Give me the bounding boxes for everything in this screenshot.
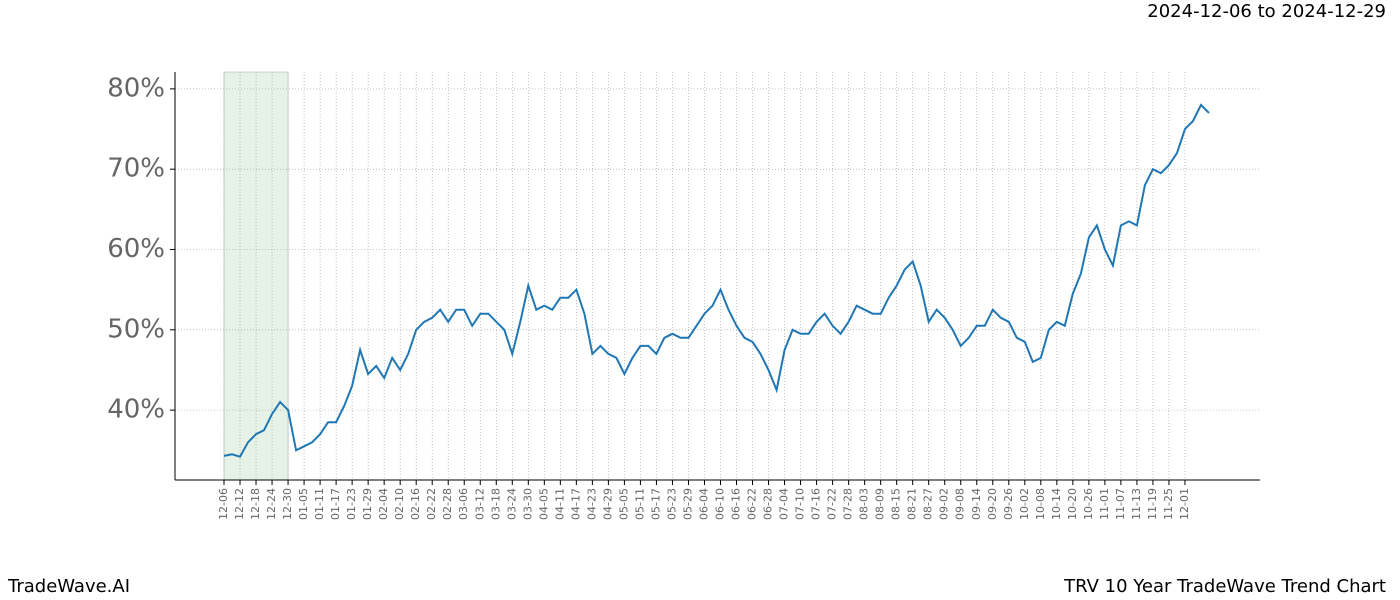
- x-tick-label: 08-21: [906, 488, 919, 520]
- x-tick-label: 11-13: [1130, 488, 1143, 520]
- x-tick-label: 09-14: [970, 488, 983, 520]
- x-tick-label: 04-23: [585, 488, 598, 520]
- x-tick-label: 06-22: [746, 488, 759, 520]
- brand: TradeWave.AI: [7, 576, 130, 597]
- x-tick-label: 10-26: [1082, 488, 1095, 520]
- x-tick-label: 07-28: [842, 488, 855, 520]
- x-tick-label: 09-26: [1002, 488, 1015, 520]
- x-tick-label: 11-25: [1162, 488, 1175, 520]
- x-tick-label: 05-05: [617, 488, 630, 520]
- x-tick-label: 06-10: [713, 488, 726, 520]
- x-tick-label: 04-29: [601, 488, 614, 520]
- x-tick-label: 12-06: [217, 488, 230, 520]
- x-tick-label: 12-01: [1178, 488, 1191, 520]
- x-tick-label: 01-17: [329, 488, 342, 520]
- x-tick-label: 10-20: [1066, 488, 1079, 520]
- x-tick-label: 08-03: [858, 488, 871, 520]
- x-tick-label: 03-30: [521, 488, 534, 520]
- x-tick-label: 04-17: [569, 488, 582, 520]
- x-tick-label: 02-16: [409, 488, 422, 520]
- y-tick-label: 40%: [107, 395, 165, 425]
- x-tick-label: 12-18: [249, 488, 262, 520]
- x-tick-label: 02-04: [377, 488, 390, 520]
- x-tick-label: 10-08: [1034, 488, 1047, 520]
- x-tick-label: 11-01: [1098, 488, 1111, 520]
- x-tick-label: 01-05: [297, 488, 310, 520]
- x-tick-label: 03-24: [505, 488, 518, 520]
- x-tick-label: 05-11: [633, 488, 646, 520]
- y-tick-label: 80%: [107, 73, 165, 103]
- x-tick-label: 04-11: [553, 488, 566, 520]
- x-tick-label: 08-09: [874, 488, 887, 520]
- x-tick-label: 01-23: [345, 488, 358, 520]
- x-tick-label: 12-24: [265, 488, 278, 520]
- trend-line: [223, 103, 1210, 458]
- x-tick-label: 06-28: [762, 488, 775, 520]
- x-tick-label: 02-28: [441, 488, 454, 520]
- x-tick-label: 02-10: [393, 488, 406, 520]
- x-tick-label: 03-18: [489, 488, 502, 520]
- x-tick-label: 02-22: [425, 488, 438, 520]
- x-tick-label: 01-29: [361, 488, 374, 520]
- x-tick-label: 03-12: [473, 488, 486, 520]
- x-tick-label: 06-16: [730, 488, 743, 520]
- x-tick-label: 11-07: [1114, 488, 1127, 520]
- chart-title: TRV 10 Year TradeWave Trend Chart: [1063, 576, 1386, 597]
- x-tick-label: 07-22: [826, 488, 839, 520]
- x-tick-label: 10-14: [1050, 488, 1063, 520]
- x-tick-label: 08-27: [922, 488, 935, 520]
- x-tick-label: 09-08: [954, 488, 967, 520]
- y-tick-label: 60%: [107, 234, 165, 264]
- x-tick-label: 07-10: [794, 488, 807, 520]
- x-tick-label: 12-30: [281, 488, 294, 520]
- x-tick-label: 03-06: [457, 488, 470, 520]
- x-tick-label: 05-23: [665, 488, 678, 520]
- x-tick-label: 01-11: [313, 488, 326, 520]
- x-tick-label: 11-19: [1146, 488, 1159, 520]
- x-tick-label: 09-20: [986, 488, 999, 520]
- x-tick-label: 09-02: [938, 488, 951, 520]
- x-tick-label: 10-02: [1018, 488, 1031, 520]
- x-tick-label: 04-05: [537, 488, 550, 520]
- date-range: 2024-12-06 to 2024-12-29: [1147, 1, 1386, 22]
- y-tick-label: 70%: [107, 154, 165, 184]
- x-tick-label: 07-16: [810, 488, 823, 520]
- x-tick-label: 07-04: [778, 488, 791, 520]
- y-tick-label: 50%: [107, 314, 165, 344]
- x-tick-label: 05-17: [649, 488, 662, 520]
- x-tick-label: 06-04: [697, 488, 710, 520]
- x-tick-label: 05-29: [681, 488, 694, 520]
- x-tick-label: 12-12: [233, 488, 246, 520]
- x-tick-label: 08-15: [890, 488, 903, 520]
